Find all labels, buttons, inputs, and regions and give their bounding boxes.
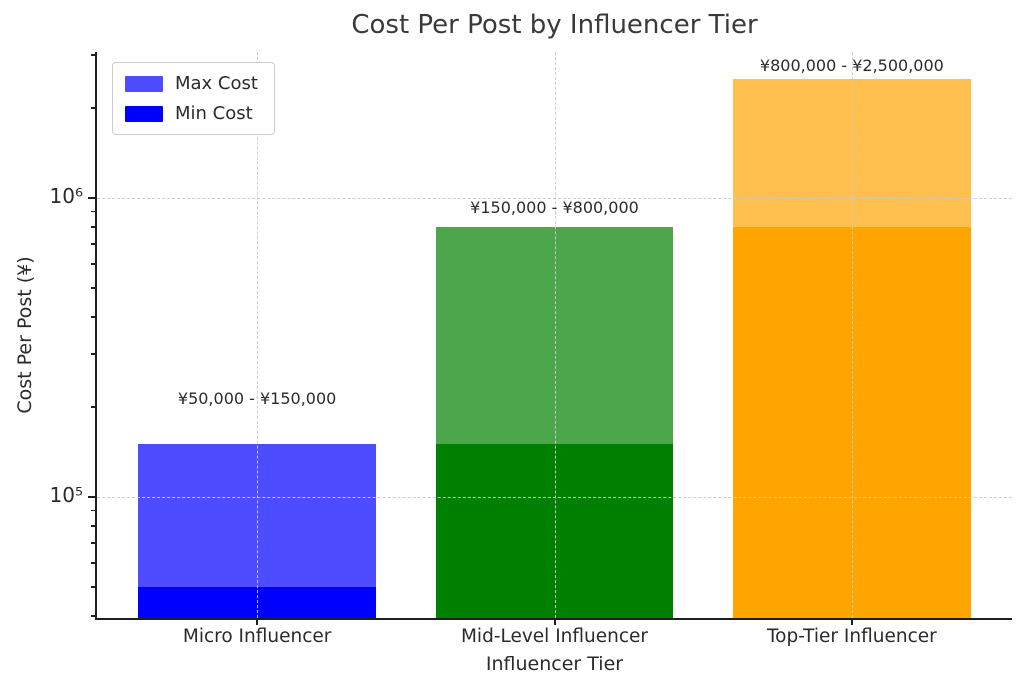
y-minor-tick-70000 (91, 542, 95, 544)
y-minor-tick-600000 (91, 263, 95, 265)
y-minor-tick-40000 (91, 615, 95, 617)
y-minor-tick-60000 (91, 562, 95, 564)
y-minor-tick-300000 (91, 353, 95, 355)
x-tick-label-top-tier-influencer: Top-Tier Influencer (766, 626, 937, 647)
gridline-x-mid-level-influencer (554, 52, 556, 618)
legend-label-max-cost: Max Cost (175, 73, 258, 94)
x-tick-micro-influencer (256, 620, 259, 625)
y-major-tick-100000 (88, 496, 95, 499)
x-tick-label-mid-level-influencer: Mid-Level Influencer (460, 626, 649, 647)
bar-min-top-tier-influencer (732, 227, 971, 618)
bar-min-micro-influencer (138, 587, 377, 618)
y-minor-tick-90000 (91, 509, 95, 512)
annotation-micro-influencer: ¥50,000 - ¥150,000 (177, 389, 337, 409)
y-minor-tick-500000 (91, 287, 95, 289)
y-minor-tick-80000 (91, 525, 95, 527)
y-minor-tick-800000 (91, 226, 95, 228)
legend-label-min-cost: Min Cost (175, 103, 253, 124)
x-tick-top-tier-influencer (850, 620, 853, 625)
y-minor-tick-400000 (91, 316, 95, 318)
legend-item-min-cost: Min Cost (125, 103, 258, 124)
annotation-top-tier-influencer: ¥800,000 - ¥2,500,000 (759, 56, 944, 76)
x-axis-spine (95, 618, 1012, 620)
legend-item-max-cost: Max Cost (125, 73, 258, 94)
y-tick-label-100000: 10⁵ (49, 483, 83, 508)
gridline-x-micro-influencer (257, 52, 259, 618)
annotation-mid-level-influencer: ¥150,000 - ¥800,000 (470, 198, 639, 218)
y-minor-tick-50000 (91, 586, 95, 588)
y-minor-tick-900000 (91, 210, 95, 213)
legend-swatch-max-cost (125, 75, 163, 92)
x-tick-mid-level-influencer (553, 620, 556, 625)
chart-title: Cost Per Post by Influencer Tier (351, 10, 758, 40)
y-major-tick-1000000 (88, 197, 95, 200)
gridline-y-1000000 (97, 198, 1012, 200)
y-axis-spine (95, 52, 97, 620)
y-minor-tick-700000 (91, 243, 95, 245)
bar-min-mid-level-influencer (435, 444, 674, 618)
legend: Max Cost Min Cost (112, 62, 275, 135)
y-minor-tick-3000000 (91, 54, 95, 56)
x-tick-label-micro-influencer: Micro Influencer (182, 626, 332, 647)
y-minor-tick-2000000 (91, 107, 95, 109)
x-axis-label: Influencer Tier (485, 653, 624, 675)
y-minor-tick-200000 (91, 406, 95, 408)
y-tick-label-1000000: 10⁶ (49, 184, 83, 209)
gridline-y-100000 (97, 497, 1012, 499)
gridline-x-top-tier-influencer (851, 52, 853, 618)
legend-swatch-min-cost (125, 105, 163, 122)
